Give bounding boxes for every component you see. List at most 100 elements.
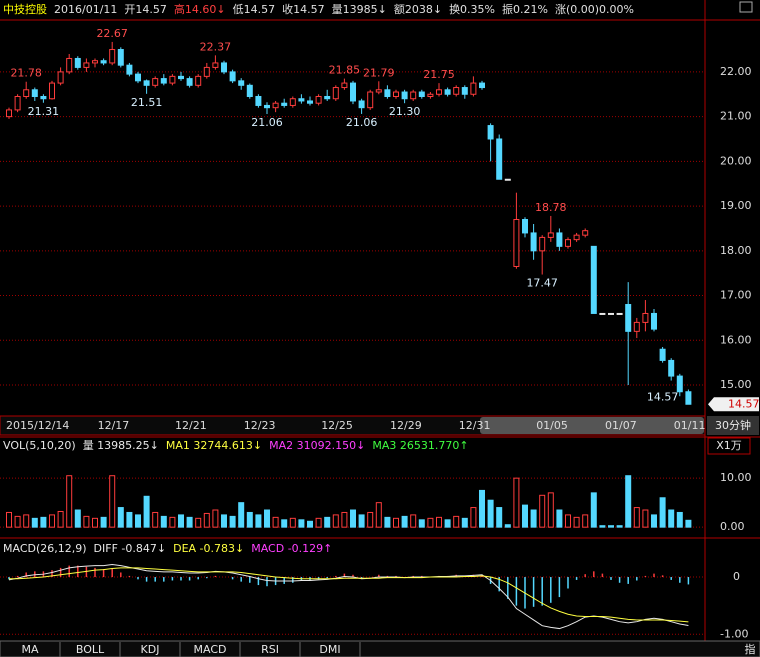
volume-unit: X1万 <box>716 439 742 452</box>
volume-bar <box>23 514 30 528</box>
volume-bar <box>6 511 12 528</box>
volume-bar <box>49 514 55 528</box>
volume-bar <box>393 517 399 528</box>
macd-line <box>9 567 689 623</box>
candle-body <box>350 82 356 102</box>
y-tick-label: 0.00 <box>720 520 745 533</box>
candle-body <box>651 312 657 330</box>
volume-bar <box>444 519 451 528</box>
volume-bar <box>117 507 124 528</box>
volume-bar <box>324 516 331 528</box>
candle-body <box>281 102 288 106</box>
volume-bar <box>350 509 356 528</box>
header-item: 额2038↓ <box>394 3 442 16</box>
tab[interactable]: MACD <box>194 643 227 656</box>
price-annotation: 21.30 <box>389 105 421 118</box>
tab[interactable]: RSI <box>261 643 279 656</box>
candle-body <box>57 71 64 84</box>
price-annotation: 21.75 <box>423 68 455 81</box>
tab[interactable]: KDJ <box>141 643 160 656</box>
candle-body <box>522 219 528 234</box>
candle-body <box>195 75 202 86</box>
candle-body <box>255 95 262 106</box>
volume-bar <box>642 509 649 528</box>
x-tick-label: 12/29 <box>390 419 422 432</box>
legend-item: MA2 31092.150↓ <box>269 439 365 452</box>
volume-bar <box>100 516 107 528</box>
candle-body <box>341 82 348 89</box>
candle-body <box>203 66 210 77</box>
panel-title: MACD(26,12,9) <box>3 542 87 555</box>
candle-body <box>676 375 683 393</box>
candle-body <box>272 102 279 109</box>
volume-bar <box>608 525 614 528</box>
x-tick-label: 01/05 <box>536 419 568 432</box>
header-item: 2016/01/11 <box>54 3 117 16</box>
volume-bar <box>496 507 503 528</box>
legend-item: DIFF -0.847↓ <box>94 542 167 555</box>
candle-body <box>324 95 331 100</box>
candle-body <box>599 312 606 315</box>
y-tick-label: 21.00 <box>720 110 752 123</box>
window-icon[interactable] <box>739 1 753 13</box>
volume-bar <box>410 514 417 528</box>
volume-bar <box>31 517 38 528</box>
tab[interactable]: BOLL <box>76 643 105 656</box>
volume-bar <box>281 519 288 528</box>
volume-bar <box>307 520 313 528</box>
volume-bar <box>539 494 546 528</box>
candle-body <box>418 91 425 97</box>
y-tick-label: 18.00 <box>720 244 752 257</box>
header-item: 中技控股 <box>3 2 47 16</box>
header-item: 低14.57 <box>233 3 276 16</box>
x-tick-label: 01/07 <box>605 419 637 432</box>
candle-body <box>496 138 503 180</box>
price-annotation: 21.06 <box>251 116 283 129</box>
volume-bar <box>109 475 116 528</box>
y-tick-label: 20.00 <box>720 154 752 167</box>
candle-body <box>453 87 460 95</box>
volume-bar <box>659 497 666 528</box>
candle-body <box>539 236 546 252</box>
legend-item: MACD -0.129↑ <box>251 542 332 555</box>
volume-bar <box>685 519 692 528</box>
candle-body <box>109 49 116 64</box>
price-annotation: 21.78 <box>10 67 42 80</box>
candle-body <box>384 89 391 97</box>
price-annotation: 21.06 <box>346 116 378 129</box>
period-label: 30分钟 <box>715 418 751 432</box>
volume-bar <box>573 516 580 528</box>
candle-body <box>83 62 90 68</box>
candle-body <box>238 80 245 86</box>
price-annotation: 22.67 <box>96 27 128 40</box>
volume-bar <box>556 509 563 528</box>
volume-bar <box>341 511 348 528</box>
legend-item: MA1 32744.613↓ <box>166 439 262 452</box>
candle-body <box>685 391 692 405</box>
volume-bar <box>203 512 210 528</box>
volume-bar <box>367 511 374 528</box>
volume-bar <box>246 511 253 528</box>
volume-bar <box>221 514 227 528</box>
volume-bar <box>160 515 167 528</box>
tab[interactable]: MA <box>21 643 38 656</box>
tab[interactable]: DMI <box>319 643 340 656</box>
candle-body <box>444 89 451 95</box>
volume-bar <box>126 511 133 528</box>
volume-bar <box>599 525 606 528</box>
volume-bar <box>582 514 589 528</box>
candle-body <box>436 89 442 95</box>
price-annotation: 21.31 <box>28 105 60 118</box>
candle-body <box>547 232 554 238</box>
candle-body <box>616 312 623 315</box>
volume-bar <box>565 514 571 528</box>
corner-tab[interactable]: 指 <box>745 642 756 656</box>
legend-item: DEA -0.783↓ <box>173 542 244 555</box>
candle-body <box>92 60 98 64</box>
header-item: 收14.57 <box>282 2 325 16</box>
last-price-tag <box>708 397 759 412</box>
unit-box <box>707 437 751 455</box>
panel-title: VOL(5,10,20) <box>3 439 76 452</box>
legend-item: MA3 26531.770↑ <box>372 439 468 452</box>
